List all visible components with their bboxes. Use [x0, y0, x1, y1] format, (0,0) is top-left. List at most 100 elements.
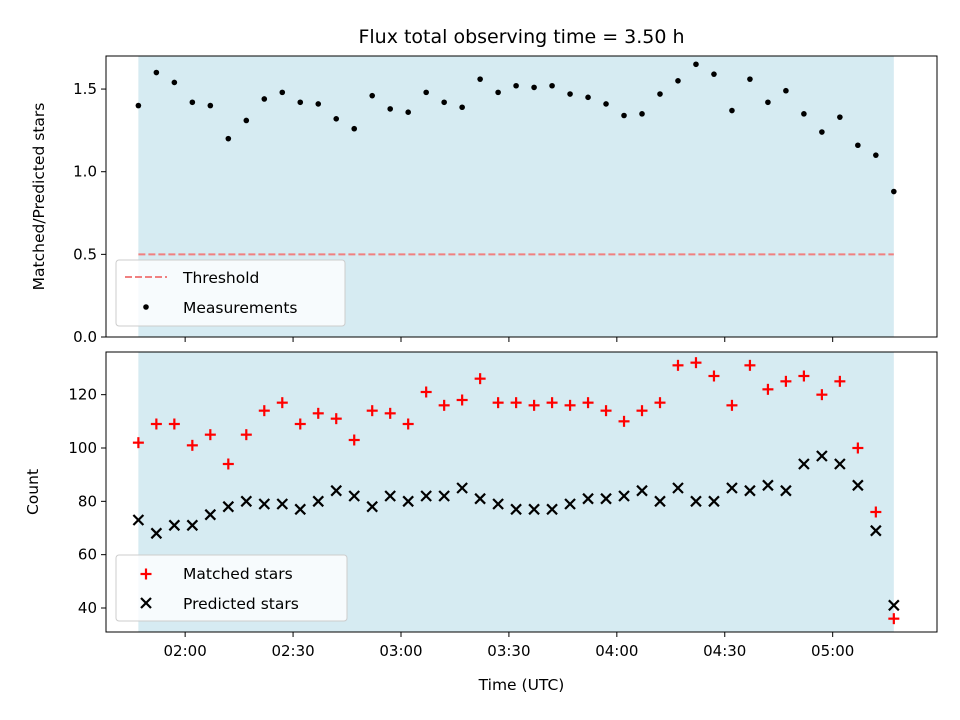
ratio-panel: 0.0 0.5 1.0 1.5 Flux total observing time =…	[30, 26, 938, 346]
predicted-stars-point-b	[384, 490, 396, 502]
predicted-stars-point	[132, 514, 145, 526]
measurement-point	[387, 106, 393, 112]
ratio-y-ticks: 0.0 0.5 1.0 1.5	[73, 80, 106, 346]
predicted-stars-point	[258, 498, 271, 510]
predicted-stars-point-b	[132, 514, 145, 526]
predicted-stars-point	[744, 484, 756, 497]
measurement-point	[153, 69, 160, 76]
measurement-point	[873, 152, 879, 158]
predicted-stars-point	[546, 503, 558, 516]
predicted-stars-point	[474, 492, 486, 505]
predicted-stars-point	[708, 495, 720, 508]
legend-measurements-swatch	[143, 304, 149, 310]
ratio-legend: Threshold Measurements	[115, 259, 346, 327]
predicted-stars-point	[492, 498, 504, 510]
predicted-stars-point	[582, 492, 594, 505]
predicted-stars-point-b	[348, 490, 360, 502]
predicted-stars-point	[456, 482, 468, 494]
predicted-stars-point-b	[222, 500, 235, 513]
count-panel: 40 60 80 100 120 02:00 02:30 03:00 03:30 04:00 04…	[24, 351, 938, 694]
predicted-stars-point-b	[168, 519, 181, 532]
x-axis-label: Time (UTC)	[478, 676, 565, 694]
matched-stars-point	[726, 399, 738, 411]
matched-stars-point	[870, 506, 882, 518]
measurement-point	[225, 135, 232, 142]
y-tick-label: 0.5	[73, 245, 97, 263]
measurement-point	[657, 91, 663, 97]
measurement-point	[747, 76, 753, 82]
x-tick-label: 04:30	[703, 642, 746, 660]
measurement-point	[675, 77, 681, 84]
matched-stars-point	[834, 375, 846, 387]
measurement-point	[333, 116, 340, 122]
predicted-stars-point-b	[294, 503, 307, 516]
matched-stars-point	[222, 458, 234, 470]
measurement-point	[819, 129, 825, 135]
measurement-point	[621, 112, 627, 119]
measurement-point	[315, 101, 322, 107]
matched-stars-point	[312, 407, 324, 419]
matched-stars-point	[816, 389, 828, 401]
predicted-stars-point	[312, 495, 325, 508]
predicted-stars-point-b	[780, 484, 792, 497]
predicted-stars-point	[852, 479, 864, 492]
matched-stars-point	[798, 370, 810, 382]
predicted-stars-point-b	[762, 479, 774, 492]
matched-stars-point	[888, 613, 900, 625]
predicted-stars-point	[168, 519, 181, 532]
predicted-stars-point-b	[150, 527, 163, 540]
measurement-point	[261, 96, 268, 102]
y-tick-label: 100	[68, 439, 97, 457]
predicted-stars-point	[510, 503, 522, 516]
predicted-stars-point-b	[708, 495, 720, 508]
measurement-point	[711, 71, 717, 77]
predicted-stars-point	[330, 484, 343, 497]
predicted-stars-point-b	[510, 503, 522, 516]
predicted-stars-point-b	[672, 482, 684, 494]
legend-predicted-label: Predicted stars	[183, 595, 299, 613]
count-y-axis-label: Count	[24, 469, 42, 515]
predicted-stars-point	[726, 482, 738, 494]
x-tick-label: 04:00	[595, 642, 638, 660]
predicted-stars-point-b	[726, 482, 738, 494]
matched-stars-point	[168, 418, 180, 430]
predicted-stars-point	[762, 479, 774, 492]
predicted-stars-point	[888, 599, 900, 612]
predicted-stars-point-b	[474, 492, 486, 505]
measurement-point	[801, 111, 807, 117]
matched-stars-point	[690, 357, 702, 369]
matched-stars-points	[132, 357, 900, 625]
matched-stars-point	[636, 405, 648, 417]
measurement-point	[459, 104, 465, 111]
matched-stars-point	[708, 370, 720, 382]
measurement-point	[477, 76, 483, 82]
matched-stars-point	[510, 397, 522, 409]
measurement-point	[513, 82, 519, 89]
measurement-point	[891, 188, 897, 195]
y-tick-label: 0.0	[73, 328, 97, 346]
ratio-panel-frame	[105, 55, 938, 338]
measurement-point	[531, 84, 537, 91]
matched-stars-point	[456, 394, 468, 406]
measurement-point	[135, 102, 142, 109]
predicted-stars-point	[780, 484, 792, 497]
legend-measurements-label: Measurements	[183, 299, 298, 317]
predicted-stars-point	[564, 498, 576, 510]
count-x-ticks: 02:00 02:30 03:00 03:30 04:00 04:30 05:00	[164, 632, 854, 660]
ratio-y-axis-label: Matched/Predicted stars	[30, 103, 48, 291]
measurement-point	[495, 89, 501, 96]
measurement-point	[405, 109, 411, 115]
matched-stars-point	[492, 397, 504, 409]
count-legend-box	[115, 554, 348, 622]
measurement-points	[135, 61, 897, 195]
matched-stars-point	[330, 413, 342, 425]
matched-stars-point	[186, 439, 198, 451]
predicted-stars-point-b	[312, 495, 325, 508]
matched-stars-point	[474, 373, 486, 385]
matched-stars-point	[276, 397, 288, 409]
matched-stars-point	[294, 418, 306, 430]
count-legend: Matched stars Predicted stars	[115, 554, 348, 622]
predicted-stars-point-b	[690, 495, 702, 508]
predicted-stars-point-b	[870, 524, 882, 537]
